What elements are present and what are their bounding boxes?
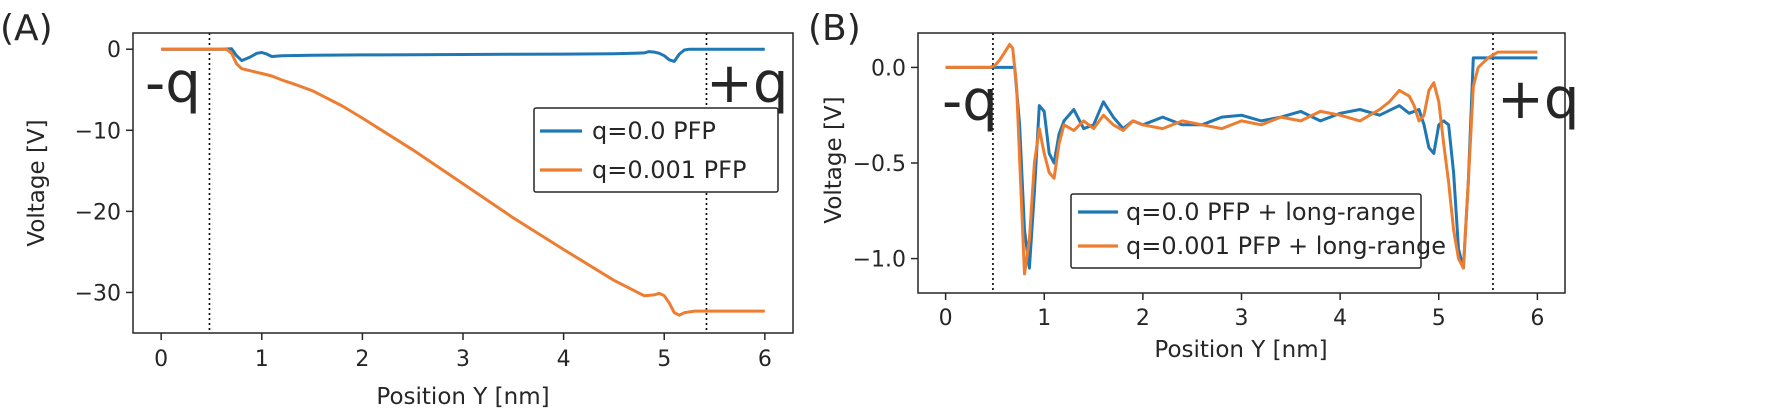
panel-a-legend: q=0.0 PFP q=0.001 PFP bbox=[533, 107, 779, 193]
panel-b-y-tick-label: 0.0 bbox=[871, 56, 906, 81]
panel-b-x-tick-label: 2 bbox=[1136, 306, 1150, 331]
panel-a-ticks: 0 1 2 3 4 5 6 0 −10 −20 −30 bbox=[75, 38, 772, 372]
panel-a-x-tick-label: 4 bbox=[557, 347, 571, 372]
panel-b-legend-entry-2: q=0.001 PFP + long-range bbox=[1126, 232, 1446, 260]
panel-b-y-tick-label: −1.0 bbox=[853, 248, 906, 273]
panel-b-label: (B) bbox=[808, 8, 861, 49]
panel-a-y-tick-label: −10 bbox=[75, 119, 121, 144]
panel-a-x-tick-label: 6 bbox=[758, 347, 772, 372]
panel-b-legend-entry-1: q=0.0 PFP + long-range bbox=[1126, 198, 1416, 226]
panel-b-x-tick-label: 5 bbox=[1432, 306, 1446, 331]
panel-a-right-charge: +q bbox=[706, 51, 788, 116]
panel-a-x-axis-label: Position Y [nm] bbox=[376, 384, 549, 409]
panel-b-right-charge: +q bbox=[1497, 67, 1579, 132]
panel-b-x-tick-label: 0 bbox=[939, 306, 953, 331]
panel-b-x-tick-label: 1 bbox=[1037, 306, 1051, 331]
panel-a-x-tick-label: 2 bbox=[355, 347, 369, 372]
panel-b-legend: q=0.0 PFP + long-range q=0.001 PFP + lon… bbox=[1070, 193, 1446, 269]
panel-a-y-tick-label: −30 bbox=[75, 281, 121, 306]
panel-a-legend-entry-2: q=0.001 PFP bbox=[592, 156, 746, 184]
panel-a-x-tick-label: 0 bbox=[154, 347, 168, 372]
panel-b: (B) 0 1 2 3 4 5 6 0.0 −0.5 −1.0 -q +q Position Y … bbox=[808, 8, 1579, 363]
panel-b-x-tick-label: 3 bbox=[1235, 306, 1249, 331]
panel-a-y-axis-label: Voltage [V] bbox=[24, 119, 50, 246]
panel-a-x-tick-label: 3 bbox=[456, 347, 470, 372]
panel-a-series-1-line bbox=[161, 47, 765, 63]
panel-a-legend-entry-1: q=0.0 PFP bbox=[592, 117, 716, 145]
panel-a-lines bbox=[161, 33, 765, 333]
panel-a-x-tick-label: 5 bbox=[657, 347, 671, 372]
panel-b-x-tick-label: 4 bbox=[1333, 306, 1347, 331]
panel-b-x-axis-label: Position Y [nm] bbox=[1154, 337, 1327, 363]
panel-b-left-charge: -q bbox=[942, 69, 998, 134]
panel-a-legend-box bbox=[533, 107, 779, 193]
panel-b-legend-box bbox=[1070, 193, 1422, 269]
panel-b-lines bbox=[945, 33, 1538, 293]
panel-a-left-charge: -q bbox=[145, 51, 201, 116]
panel-a-label: (A) bbox=[0, 8, 53, 49]
panel-b-x-tick-label: 6 bbox=[1530, 306, 1544, 331]
panel-a-y-tick-label: −20 bbox=[75, 200, 121, 225]
panel-a: (A) 0 1 2 3 4 5 6 0 −10 −20 −30 -q +q Position Y [… bbox=[0, 8, 794, 409]
panel-a-x-tick-label: 1 bbox=[255, 347, 269, 372]
panel-b-ticks: 0 1 2 3 4 5 6 0.0 −0.5 −1.0 bbox=[853, 56, 1545, 331]
panel-b-series-2-line bbox=[945, 43, 1538, 276]
panel-b-y-axis-label: Voltage [V] bbox=[821, 96, 847, 223]
panel-a-y-tick-label: 0 bbox=[107, 38, 121, 63]
panel-a-series-2-line bbox=[161, 47, 765, 317]
panel-b-y-tick-label: −0.5 bbox=[853, 152, 906, 177]
